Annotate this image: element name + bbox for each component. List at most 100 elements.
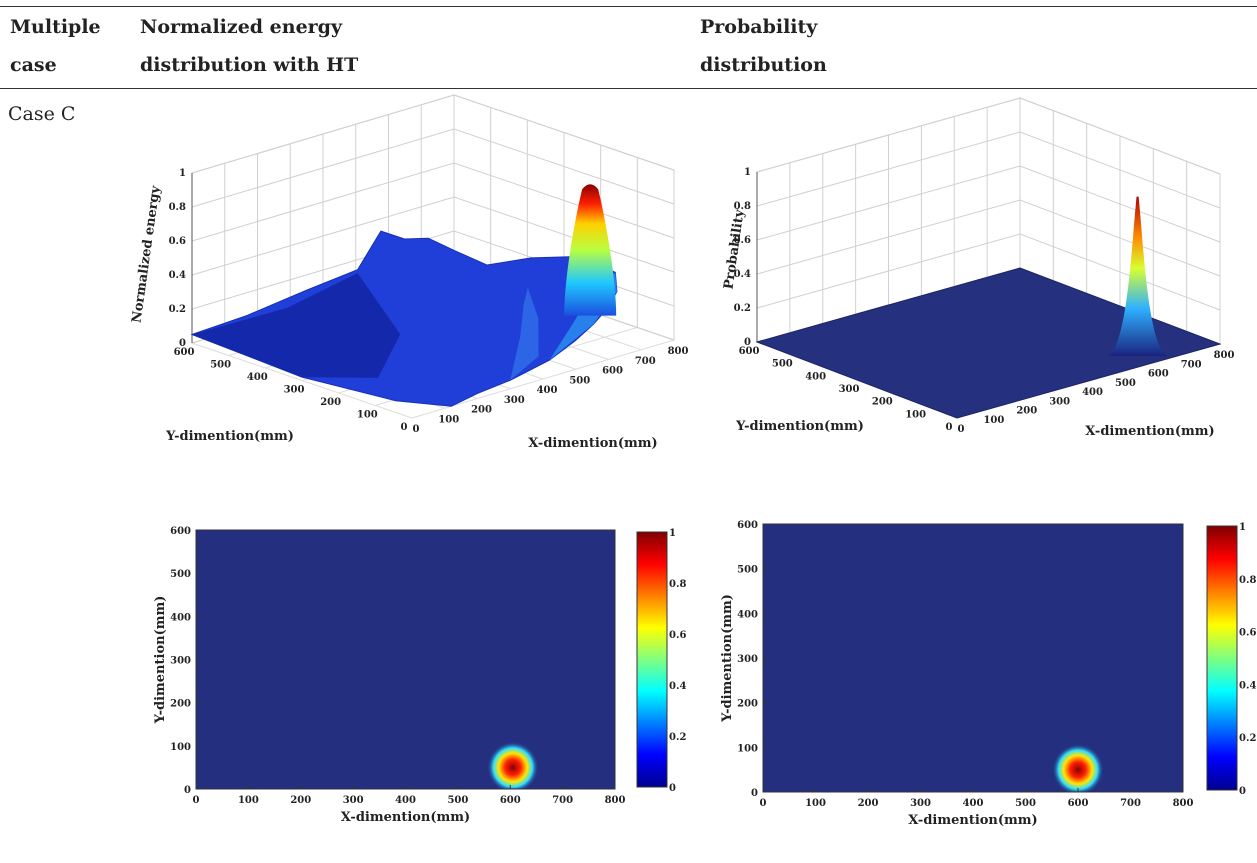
- colorbar-tick-label: 0.2: [1239, 733, 1256, 744]
- x-tick-label: 300: [1049, 396, 1070, 407]
- y-tick-label: 400: [805, 371, 826, 382]
- y-tick-label: 400: [247, 372, 268, 383]
- top-rule: [0, 6, 1257, 7]
- probability-hotspot: [486, 741, 539, 789]
- x-tick-label: 800: [668, 346, 689, 357]
- y-tick-label: 100: [737, 743, 758, 754]
- col3-header-line1: Probability: [700, 16, 818, 38]
- x-tick-label: 800: [1214, 350, 1235, 361]
- y-tick-label: 200: [872, 397, 893, 408]
- colorbar: [1206, 525, 1238, 791]
- z-axis-label: Normalized energy: [129, 185, 163, 324]
- col3-header-line2: distribution: [700, 54, 827, 76]
- x-tick-label: 200: [858, 798, 879, 809]
- x-axis-label: X-dimention(mm): [341, 810, 470, 825]
- x-tick-label: 100: [805, 798, 826, 809]
- z-tick-label: 0.6: [169, 236, 186, 247]
- surface-chart-0: 00.20.40.60.8101002003004005006000100200…: [129, 94, 689, 451]
- colorbar-tick-label: 0.4: [669, 681, 686, 692]
- z-tick-label: 0.4: [734, 269, 751, 280]
- colorbar-tick-label: 0.8: [669, 579, 686, 590]
- y-tick-label: 600: [737, 520, 758, 531]
- y-tick-label: 300: [839, 384, 860, 395]
- gridline-z: [756, 199, 1221, 277]
- colorbar: [636, 531, 668, 788]
- plot-background: [763, 524, 1183, 792]
- floor-gridline-y: [411, 339, 675, 419]
- z-tick-label: 0: [179, 338, 186, 349]
- z-tick-label: 0.2: [734, 303, 751, 314]
- x-tick-label: 0: [193, 795, 200, 806]
- y-tick-label: 500: [170, 569, 191, 580]
- y-axis-label: Y-dimention(mm): [735, 419, 864, 434]
- heatmap-chart-3: 0 100 200 300 400 500 600 700 800 0 100 200 300 400 50…: [720, 520, 1256, 828]
- colorbar-tick-label: 1: [669, 528, 676, 539]
- header-rule: [0, 88, 1257, 89]
- x-axis-label: X-dimention(mm): [1085, 424, 1214, 439]
- colorbar-tick-label: 0: [669, 783, 676, 794]
- colorbar-tick-label: 0.4: [1239, 680, 1256, 691]
- x-tick-label: 700: [635, 356, 656, 367]
- y-tick-label: 200: [737, 699, 758, 710]
- x-tick-label: 0: [760, 798, 767, 809]
- x-tick-label: 200: [471, 405, 492, 416]
- x-tick-label: 800: [605, 795, 626, 806]
- x-tick-label: 100: [438, 414, 459, 425]
- gridline-z: [191, 94, 675, 174]
- heatmap-chart-2: 0 100 200 300 400 500 600 700 800 0 100 200 300 400 50…: [153, 526, 686, 825]
- y-tick-label: 500: [737, 565, 758, 576]
- x-tick-label: 0: [958, 424, 965, 435]
- y-axis-label: Y-dimention(mm): [153, 596, 168, 725]
- y-tick-label: 500: [772, 359, 793, 370]
- z-tick-label: 0.6: [734, 235, 751, 246]
- gridline-z: [756, 233, 1221, 311]
- x-tick-label: 600: [1068, 798, 1089, 809]
- x-axis-label: X-dimention(mm): [908, 813, 1037, 828]
- y-tick-label: 600: [174, 347, 195, 358]
- x-tick-label: 100: [983, 415, 1004, 426]
- x-tick-label: 600: [602, 366, 623, 377]
- plot-background: [196, 530, 615, 789]
- energy-surface-shadow: [192, 273, 401, 378]
- x-tick-label: 200: [1016, 406, 1037, 417]
- gridline-z: [756, 165, 1221, 243]
- colorbar-tick-label: 0: [1239, 786, 1246, 797]
- x-tick-label: 700: [552, 795, 573, 806]
- col1-header-line2: case: [10, 54, 57, 76]
- col1-header-line1: Multiple: [10, 16, 101, 38]
- colorbar-tick-label: 1: [1239, 522, 1246, 533]
- y-tick-label: 300: [284, 385, 305, 396]
- y-tick-label: 200: [320, 397, 341, 408]
- y-tick-label: 0: [946, 422, 953, 433]
- surface-chart-1: 00.20.40.60.8101002003004005006000100200…: [722, 97, 1235, 439]
- col2-header-line2: distribution with HT: [140, 54, 359, 76]
- col1-header: Multiple case: [10, 10, 101, 82]
- probability-hotspot: [1052, 743, 1104, 792]
- x-tick-label: 400: [537, 385, 558, 396]
- row-label-case: Case C: [8, 103, 76, 125]
- y-tick-label: 100: [170, 742, 191, 753]
- x-tick-label: 400: [395, 795, 416, 806]
- probability-peak: [1107, 196, 1168, 357]
- x-tick-label: 100: [238, 795, 259, 806]
- gridline-z: [756, 131, 1221, 209]
- x-tick-label: 300: [343, 795, 364, 806]
- x-tick-label: 600: [500, 795, 521, 806]
- y-tick-label: 300: [737, 654, 758, 665]
- z-tick-label: 0.8: [169, 202, 186, 213]
- y-axis-label: Y-dimention(mm): [720, 594, 735, 723]
- x-tick-label: 700: [1181, 359, 1202, 370]
- z-tick-label: 0.2: [169, 304, 186, 315]
- y-tick-label: 600: [739, 346, 760, 357]
- y-tick-label: 200: [170, 699, 191, 710]
- x-tick-label: 500: [447, 795, 468, 806]
- z-tick-label: 0.4: [169, 270, 186, 281]
- col2-header: Normalized energy distribution with HT: [140, 10, 358, 82]
- z-tick-label: 0.8: [734, 201, 751, 212]
- x-tick-label: 0: [413, 424, 420, 435]
- gridline-z: [756, 97, 1221, 175]
- y-tick-label: 100: [905, 409, 926, 420]
- energy-peak: [564, 184, 617, 316]
- z-tick-label: 1: [744, 167, 751, 178]
